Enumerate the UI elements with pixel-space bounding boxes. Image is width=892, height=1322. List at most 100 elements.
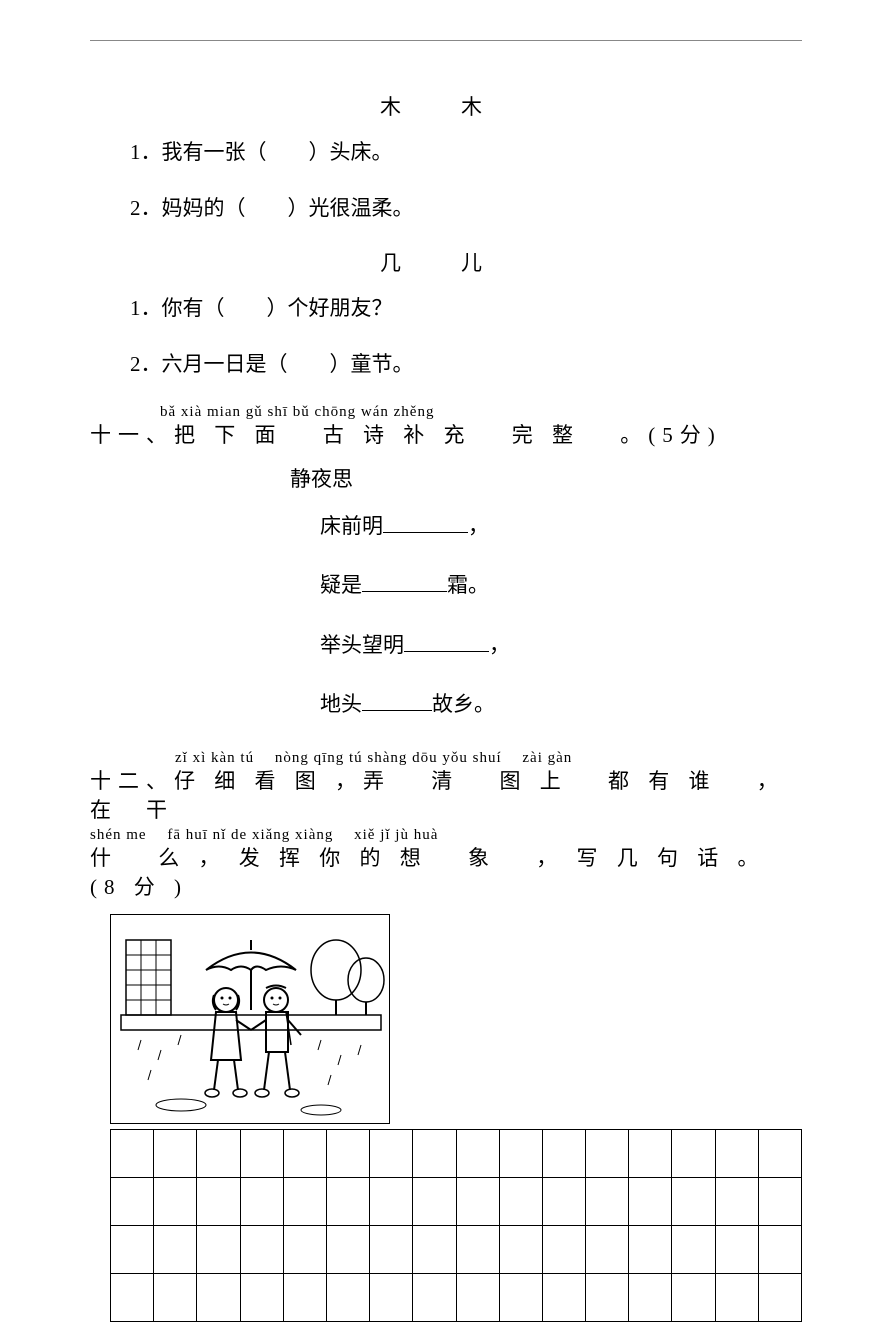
grid-cell[interactable] xyxy=(715,1130,758,1178)
grid-cell[interactable] xyxy=(111,1178,154,1226)
poem-line-2-post: 霜。 xyxy=(447,573,489,597)
grid-cell[interactable] xyxy=(672,1274,715,1322)
grid-cell[interactable] xyxy=(672,1130,715,1178)
grid-cell[interactable] xyxy=(542,1274,585,1322)
grid-cell[interactable] xyxy=(715,1178,758,1226)
grid-cell[interactable] xyxy=(413,1178,456,1226)
blank-3[interactable] xyxy=(404,631,489,652)
grid-cell[interactable] xyxy=(111,1226,154,1274)
poem-line-2: 疑是 霜。 xyxy=(90,570,802,602)
grid-cell[interactable] xyxy=(672,1226,715,1274)
section-11-hanzi: 十一、把 下 面 古 诗 补 充 完 整 。(5分) xyxy=(90,421,802,450)
poem-line-1: 床前明， xyxy=(90,511,802,543)
poem-line-2-pre: 疑是 xyxy=(320,573,362,597)
char-a1: 木 xyxy=(380,95,461,119)
grid-cell[interactable] xyxy=(413,1226,456,1274)
grid-cell[interactable] xyxy=(326,1130,369,1178)
grid-cell[interactable] xyxy=(197,1226,240,1274)
grid-cell[interactable] xyxy=(413,1274,456,1322)
grid-cell[interactable] xyxy=(715,1226,758,1274)
grid-cell[interactable] xyxy=(240,1178,283,1226)
grid-cell[interactable] xyxy=(758,1178,801,1226)
poem-line-4-pre: 地头 xyxy=(320,692,362,716)
grid-cell[interactable] xyxy=(326,1274,369,1322)
grid-cell[interactable] xyxy=(283,1178,326,1226)
grid-cell[interactable] xyxy=(758,1226,801,1274)
grid-cell[interactable] xyxy=(456,1178,499,1226)
grid-row xyxy=(111,1274,802,1322)
section-12-pinyin-b: shén me fā huī nǐ de xiǎng xiàng xiě jǐ … xyxy=(90,826,802,844)
grid-cell[interactable] xyxy=(111,1130,154,1178)
writing-grid[interactable] xyxy=(110,1129,802,1322)
grid-cell[interactable] xyxy=(499,1178,542,1226)
grid-cell[interactable] xyxy=(370,1130,413,1178)
grid-cell[interactable] xyxy=(629,1130,672,1178)
grid-row xyxy=(111,1178,802,1226)
section-12-header: zǐ xì kàn tú nòng qīng tú shàng dōu yǒu … xyxy=(90,749,802,903)
char-pair-a: 木木 xyxy=(90,91,802,121)
grid-cell[interactable] xyxy=(499,1130,542,1178)
grid-cell[interactable] xyxy=(154,1226,197,1274)
char-pair-b: 几儿 xyxy=(90,247,802,277)
grid-cell[interactable] xyxy=(240,1226,283,1274)
grid-cell[interactable] xyxy=(370,1274,413,1322)
grid-cell[interactable] xyxy=(758,1274,801,1322)
section-12-pinyin-a: zǐ xì kàn tú nòng qīng tú shàng dōu yǒu … xyxy=(90,749,802,767)
grid-cell[interactable] xyxy=(197,1274,240,1322)
grid-cell[interactable] xyxy=(370,1226,413,1274)
grid-cell[interactable] xyxy=(456,1274,499,1322)
grid-cell[interactable] xyxy=(542,1130,585,1178)
poem-line-3: 举头望明， xyxy=(90,630,802,662)
grid-cell[interactable] xyxy=(413,1130,456,1178)
char-b2: 儿 xyxy=(461,251,542,275)
char-a2: 木 xyxy=(461,95,542,119)
grid-cell[interactable] xyxy=(629,1226,672,1274)
grid-cell[interactable] xyxy=(499,1274,542,1322)
grid-cell[interactable] xyxy=(283,1130,326,1178)
poem-line-4: 地头 故乡。 xyxy=(90,689,802,721)
question-a1: 1．我有一张（ ）头床。 xyxy=(90,136,802,170)
grid-cell[interactable] xyxy=(283,1226,326,1274)
grid-cell[interactable] xyxy=(456,1226,499,1274)
grid-cell[interactable] xyxy=(586,1226,629,1274)
grid-cell[interactable] xyxy=(586,1130,629,1178)
grid-row xyxy=(111,1130,802,1178)
grid-cell[interactable] xyxy=(586,1274,629,1322)
grid-cell[interactable] xyxy=(154,1130,197,1178)
grid-cell[interactable] xyxy=(586,1178,629,1226)
poem-line-3-post: ， xyxy=(489,633,510,657)
grid-cell[interactable] xyxy=(197,1130,240,1178)
grid-cell[interactable] xyxy=(542,1178,585,1226)
grid-cell[interactable] xyxy=(283,1274,326,1322)
grid-cell[interactable] xyxy=(629,1178,672,1226)
blank-2[interactable] xyxy=(362,571,447,592)
grid-cell[interactable] xyxy=(629,1274,672,1322)
grid-cell[interactable] xyxy=(672,1178,715,1226)
grid-cell[interactable] xyxy=(154,1178,197,1226)
grid-cell[interactable] xyxy=(456,1130,499,1178)
section-11-header: bǎ xià mian gǔ shī bǔ chōng wán zhěng 十一… xyxy=(90,403,802,450)
poem-line-1-post: ， xyxy=(468,514,489,538)
illustration-box xyxy=(110,914,390,1124)
grid-cell[interactable] xyxy=(326,1178,369,1226)
char-b1: 几 xyxy=(380,251,461,275)
section-12-hanzi-a: 十二、仔 细 看 图 ，弄 清 图 上 都 有 谁 ，在 干 xyxy=(90,767,802,826)
grid-cell[interactable] xyxy=(326,1226,369,1274)
grid-cell[interactable] xyxy=(370,1178,413,1226)
grid-cell[interactable] xyxy=(240,1274,283,1322)
grid-cell[interactable] xyxy=(499,1226,542,1274)
grid-cell[interactable] xyxy=(197,1178,240,1226)
blank-1[interactable] xyxy=(383,512,468,533)
section-11-pinyin: bǎ xià mian gǔ shī bǔ chōng wán zhěng xyxy=(90,403,802,421)
grid-cell[interactable] xyxy=(542,1226,585,1274)
grid-cell[interactable] xyxy=(758,1130,801,1178)
grid-cell[interactable] xyxy=(715,1274,758,1322)
question-b1: 1．你有（ ）个好朋友？ xyxy=(90,292,802,326)
section-12-hanzi-b: 什 么 ， 发 挥 你 的 想 象 ， 写 几 句 话 。 (8 分 ) xyxy=(90,844,802,903)
blank-4[interactable] xyxy=(362,690,432,711)
grid-cell[interactable] xyxy=(154,1274,197,1322)
grid-cell[interactable] xyxy=(111,1274,154,1322)
grid-cell[interactable] xyxy=(240,1130,283,1178)
poem-line-4-post: 故乡。 xyxy=(432,692,495,716)
question-b2: 2．六月一日是（ ）童节。 xyxy=(90,348,802,382)
